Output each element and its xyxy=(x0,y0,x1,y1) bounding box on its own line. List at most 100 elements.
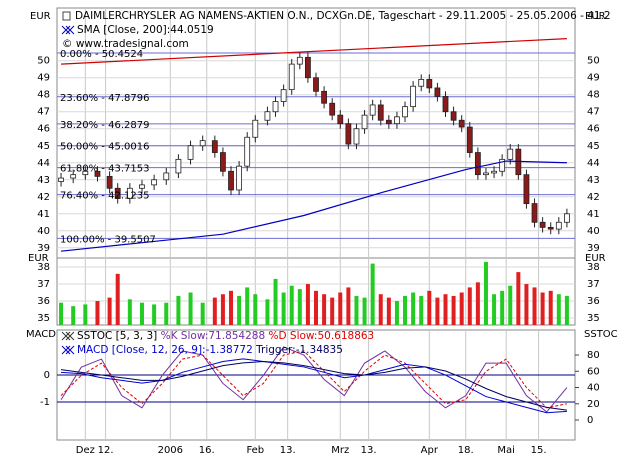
volume-bar xyxy=(314,290,318,325)
candle-body xyxy=(483,172,489,176)
volume-bar xyxy=(475,282,480,325)
volume-bar xyxy=(265,299,270,325)
overlay-line xyxy=(60,160,567,252)
candle-body xyxy=(385,119,392,125)
candle-body xyxy=(70,174,77,179)
candle-body xyxy=(175,158,182,174)
y-axis-unit: EUR xyxy=(30,11,51,22)
candle-body xyxy=(426,79,433,89)
y-tick-label-right: 37 xyxy=(587,279,600,290)
x-tick-label: Mai xyxy=(497,445,515,456)
y-tick-label: 48 xyxy=(37,90,50,101)
y2-tick-label: 0 xyxy=(587,415,593,426)
x-tick-label: 18. xyxy=(458,445,474,456)
volume-bar xyxy=(540,292,545,325)
candle-body xyxy=(442,96,449,113)
y-tick-label-right: 47 xyxy=(587,107,600,118)
volume-bar xyxy=(394,301,399,325)
candle-body xyxy=(106,175,113,189)
volume-bar xyxy=(378,294,383,325)
volume-bar xyxy=(164,302,169,325)
y-tick-label-right: 41 xyxy=(587,209,600,220)
macd-axis-label: MACD xyxy=(26,329,56,340)
volume-bar xyxy=(237,295,242,325)
candle-body xyxy=(187,145,194,160)
volume-bar xyxy=(95,301,100,325)
candle-body xyxy=(252,119,259,138)
volume-bar xyxy=(71,306,76,325)
volume-bar xyxy=(354,295,359,325)
y-tick-label-right: 44 xyxy=(587,158,600,169)
overlay-line xyxy=(61,38,567,65)
candle-body xyxy=(163,172,170,181)
volume-axis-unit: EUR xyxy=(28,253,49,264)
y-tick-label-right: 48 xyxy=(587,90,600,101)
fib-label: 61.80% - 43.7153 xyxy=(60,164,149,175)
volume-bar xyxy=(229,290,234,325)
candle-body xyxy=(402,106,408,118)
x-tick-label: 2006 xyxy=(158,445,183,456)
candle-body xyxy=(211,140,218,153)
y-tick-label-right: 38 xyxy=(587,262,600,273)
x-tick-label: Dez xyxy=(76,445,95,456)
y-tick-label: 35 xyxy=(37,313,50,324)
macd-legend: MACD [Close, 12, 26, 9]:-1.38772 Trigger… xyxy=(77,344,343,356)
candle-body xyxy=(264,111,271,121)
y2-tick-label: 60 xyxy=(587,366,600,377)
y-tick-label-right: 35 xyxy=(587,313,600,324)
volume-bar xyxy=(459,292,464,325)
candle-body xyxy=(434,87,441,97)
fib-label: 38.20% - 46.2879 xyxy=(60,120,149,131)
candle-body xyxy=(296,56,303,65)
fib-label: 100.00% - 39.5507 xyxy=(60,234,156,245)
y-tick-label-right: 45 xyxy=(587,141,600,152)
candle-body xyxy=(418,79,425,87)
y-tick-label: 40 xyxy=(37,226,50,237)
fib-label: 0.00% - 50.4524 xyxy=(60,49,143,60)
volume-bar xyxy=(386,297,391,325)
y2-tick-label: 40 xyxy=(587,383,600,394)
volume-bar xyxy=(330,297,335,325)
volume-bar xyxy=(443,294,448,325)
volume-bar xyxy=(273,278,278,325)
y-tick-label: 47 xyxy=(37,107,50,118)
volume-bar xyxy=(107,297,112,325)
y-tick-label: 45 xyxy=(37,141,50,152)
candle-body xyxy=(345,123,352,145)
volume-bar xyxy=(435,297,440,325)
volume-bar xyxy=(115,273,120,325)
d-legend: %D Slow:50.618863 xyxy=(269,330,375,342)
y-tick-label: -1 xyxy=(40,397,50,408)
y-axis-unit-right: EUR xyxy=(585,11,606,22)
y-tick-label-right: 43 xyxy=(587,175,600,186)
x-tick-label: Apr xyxy=(421,445,439,456)
copyright: © www.tradesignal.com xyxy=(62,38,189,50)
candle-body xyxy=(353,128,360,145)
indicator-line xyxy=(60,350,568,409)
volume-bar xyxy=(253,294,258,325)
volume-bar xyxy=(516,272,521,325)
volume-bar xyxy=(419,295,424,325)
candle-body xyxy=(199,140,206,147)
candle-body xyxy=(474,152,481,176)
x-tick-label: 12. xyxy=(98,445,114,456)
candle-body xyxy=(394,116,400,125)
y-tick-label: 42 xyxy=(37,192,50,203)
volume-bar xyxy=(289,285,294,325)
sstoc-axis-label: SSTOC xyxy=(584,329,618,340)
legend-icon xyxy=(61,25,75,35)
candle-body xyxy=(337,114,344,125)
y-tick-label: 39 xyxy=(37,243,50,254)
y2-tick-label: 20 xyxy=(587,399,600,410)
trigger-legend: Trigger:-1.34835 xyxy=(255,344,343,356)
candle-body xyxy=(531,203,538,223)
candle-body xyxy=(220,152,226,172)
candle-body xyxy=(58,177,64,182)
candle-body xyxy=(94,170,101,177)
volume-bar xyxy=(83,304,88,325)
volume-bar xyxy=(508,285,513,325)
y-tick-label: 41 xyxy=(37,209,50,220)
x-tick-label: Mrz xyxy=(331,445,349,456)
candle-body xyxy=(114,187,121,199)
